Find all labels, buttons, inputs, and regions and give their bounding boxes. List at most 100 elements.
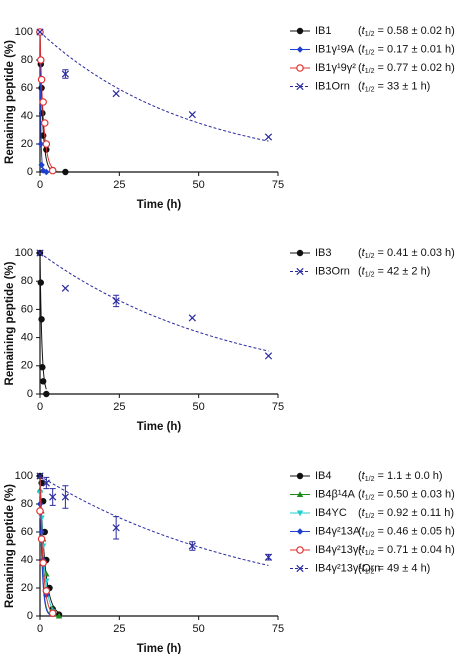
legend-note: (t1/2 = 0.17 ± 0.01 h) bbox=[358, 43, 455, 56]
marker bbox=[264, 133, 273, 141]
legend-note: (t1/2 = 49 ± 4 h) bbox=[358, 562, 430, 575]
x-tick-label: 50 bbox=[193, 401, 205, 413]
y-tick-label: 80 bbox=[21, 498, 33, 510]
x-tick-label: 50 bbox=[193, 623, 205, 635]
marker bbox=[188, 542, 196, 550]
note-open: ( bbox=[358, 544, 362, 556]
legend-label: IB4YC bbox=[315, 507, 347, 519]
x-axis-title: Time (h) bbox=[137, 643, 182, 654]
note-sub: 1/2 bbox=[365, 568, 375, 575]
legend-label: IB3Orn bbox=[315, 265, 350, 277]
legend-label: IB4β¹4A bbox=[315, 488, 356, 500]
note-sub: 1/2 bbox=[365, 271, 375, 278]
marker bbox=[61, 493, 70, 501]
marker bbox=[37, 75, 46, 84]
note-t: t bbox=[362, 265, 366, 277]
legend-note: (t1/2 = 0.77 ± 0.02 h) bbox=[358, 62, 455, 75]
marker bbox=[43, 390, 50, 398]
legend-marker bbox=[296, 46, 304, 53]
fit-curve bbox=[39, 252, 269, 352]
note-t: t bbox=[362, 247, 366, 259]
note-t: t bbox=[362, 544, 366, 556]
marker bbox=[39, 364, 46, 371]
note-open: ( bbox=[358, 507, 362, 519]
y-tick-label: 60 bbox=[21, 82, 33, 94]
legend-marker bbox=[296, 546, 304, 554]
y-tick-label: 20 bbox=[21, 582, 33, 594]
legend-note: (t1/2 = 0.41 ± 0.03 h) bbox=[358, 247, 455, 260]
note-sub: 1/2 bbox=[365, 550, 375, 557]
marker bbox=[49, 493, 57, 501]
y-tick-label: 0 bbox=[27, 166, 33, 178]
marker bbox=[61, 70, 70, 78]
marker bbox=[39, 558, 47, 567]
marker bbox=[39, 110, 46, 117]
note-t: t bbox=[362, 80, 366, 92]
legend-label: IB4γ²13A bbox=[315, 525, 361, 537]
marker bbox=[188, 314, 196, 322]
legend-marker bbox=[296, 510, 304, 517]
y-tick-label: 80 bbox=[21, 275, 33, 287]
note-open: ( bbox=[358, 25, 362, 37]
note-t: t bbox=[362, 470, 366, 482]
marker bbox=[264, 352, 273, 360]
x-tick-label: 75 bbox=[272, 401, 284, 413]
note-sub: 1/2 bbox=[365, 531, 375, 538]
marker bbox=[48, 166, 57, 175]
y-tick-label: 60 bbox=[21, 526, 33, 538]
marker bbox=[112, 89, 120, 98]
marker bbox=[112, 297, 120, 305]
y-tick-label: 80 bbox=[21, 54, 33, 66]
note-rest: = 0.41 ± 0.03 h) bbox=[374, 247, 454, 259]
legend-note: (t1/2 = 1.1 ± 0.0 h) bbox=[358, 470, 443, 483]
note-t: t bbox=[362, 562, 366, 574]
y-tick-label: 100 bbox=[15, 470, 33, 482]
legend-label: IB4γ²13γ¹ bbox=[315, 544, 362, 556]
x-tick-label: 25 bbox=[113, 623, 125, 635]
legend-note: (t1/2 = 33 ± 1 h) bbox=[358, 80, 430, 93]
marker bbox=[36, 500, 44, 508]
x-tick-label: 0 bbox=[37, 401, 43, 413]
note-open: ( bbox=[358, 562, 362, 574]
y-tick-label: 20 bbox=[21, 138, 33, 150]
x-tick-label: 75 bbox=[272, 179, 284, 191]
legend-marker bbox=[296, 472, 304, 480]
note-rest: = 42 ± 2 h) bbox=[374, 265, 430, 277]
note-rest: = 0.58 ± 0.02 h) bbox=[374, 25, 454, 37]
note-rest: = 0.77 ± 0.02 h) bbox=[374, 62, 454, 74]
marker bbox=[264, 553, 273, 561]
note-t: t bbox=[362, 488, 366, 500]
x-tick-label: 0 bbox=[37, 179, 43, 191]
note-t: t bbox=[362, 507, 366, 519]
note-rest: = 0.17 ± 0.01 h) bbox=[374, 43, 454, 55]
y-axis-title: Remaining peptide (%) bbox=[4, 40, 16, 164]
x-tick-label: 75 bbox=[272, 623, 284, 635]
legend-marker bbox=[296, 267, 304, 276]
legend-note: (t1/2 = 0.46 ± 0.05 h) bbox=[358, 525, 455, 538]
legend-label: IB1γ¹9A bbox=[315, 43, 355, 55]
legend-label: IB4 bbox=[315, 470, 332, 482]
note-rest: = 0.92 ± 0.11 h) bbox=[374, 507, 454, 519]
legend-label: IB3 bbox=[315, 247, 332, 259]
x-tick-label: 25 bbox=[113, 401, 125, 413]
marker bbox=[42, 479, 50, 487]
fit-curve bbox=[39, 31, 269, 142]
legend-marker bbox=[296, 249, 304, 257]
note-rest: = 0.71 ± 0.04 h) bbox=[374, 544, 454, 556]
note-sub: 1/2 bbox=[365, 513, 375, 520]
note-t: t bbox=[362, 62, 366, 74]
x-tick-label: 50 bbox=[193, 179, 205, 191]
legend-marker bbox=[296, 564, 304, 573]
note-sub: 1/2 bbox=[365, 253, 375, 260]
legend-label: IB1γ¹9γ² bbox=[315, 62, 356, 74]
note-open: ( bbox=[358, 265, 362, 277]
marker bbox=[37, 535, 46, 543]
note-rest: = 0.46 ± 0.05 h) bbox=[374, 525, 454, 537]
y-tick-label: 100 bbox=[15, 247, 33, 259]
marker bbox=[36, 56, 45, 64]
marker bbox=[40, 119, 49, 127]
marker bbox=[48, 609, 57, 618]
note-open: ( bbox=[358, 488, 362, 500]
legend-note: (t1/2 = 0.50 ± 0.03 h) bbox=[358, 488, 455, 501]
